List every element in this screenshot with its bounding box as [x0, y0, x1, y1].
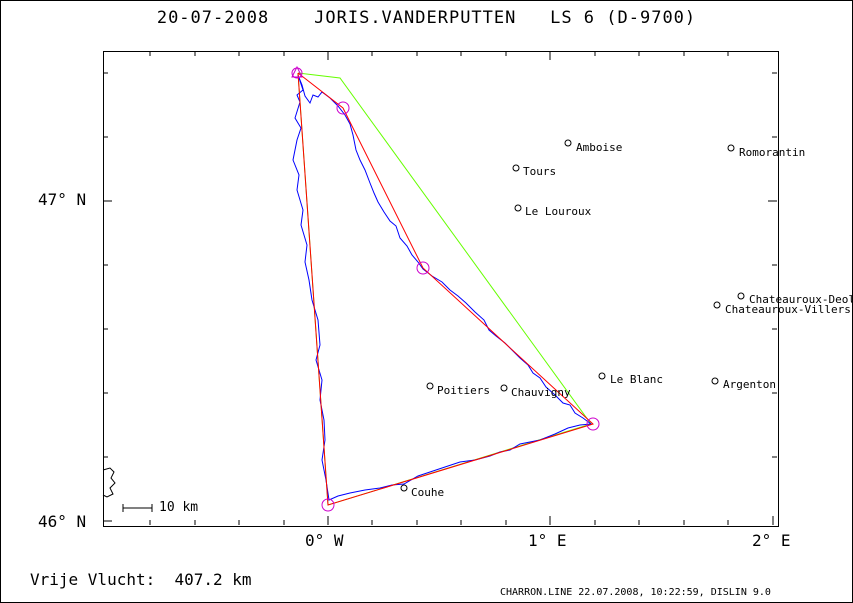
town-label: Le Blanc [610, 373, 663, 386]
turnpoint-marker [416, 261, 430, 275]
map-title: 20-07-2008 JORIS.VANDERPUTTEN LS 6 (D-97… [0, 8, 853, 28]
map-plot-area [103, 51, 779, 527]
flight-track [292, 74, 593, 501]
scale-bar-label: 10 km [159, 500, 199, 515]
turnpoint-marker [336, 101, 350, 115]
town-label: Chauvigny [511, 386, 571, 399]
pilot-name: JORIS.VANDERPUTTEN [314, 8, 517, 28]
footer-info: CHARRON.LINE 22.07.2008, 10:22:59, DISLI… [500, 587, 771, 598]
town-label: Le Louroux [525, 205, 592, 218]
y-tick-label: 46° N [38, 512, 87, 531]
optimized-route [297, 72, 592, 506]
start-triangle-icon [291, 65, 303, 78]
x-tick-label: 0° W [305, 531, 344, 550]
town-label: Argenton [723, 378, 776, 391]
x-tick-label: 1° E [528, 531, 567, 550]
turnpoint-marker [586, 417, 600, 431]
flight-date: 20-07-2008 [156, 8, 270, 28]
town-marker [514, 204, 522, 212]
axis-ticks [103, 51, 777, 525]
town-marker [426, 382, 434, 390]
town-marker [564, 139, 572, 147]
turnpoint-markers [291, 65, 600, 512]
scale-bar [122, 504, 153, 512]
town-label: Romorantin [739, 146, 806, 159]
town-marker [400, 484, 408, 492]
task-route [297, 72, 594, 506]
town-label: Couhe [411, 486, 445, 499]
town-marker [713, 301, 721, 309]
town-marker [727, 144, 735, 152]
turnpoint-marker [291, 67, 303, 79]
flight-distance: Vrije Vlucht: 407.2 km [30, 570, 252, 589]
town-markers [400, 139, 745, 492]
x-tick-label: 2° E [752, 531, 791, 550]
y-tick-label: 47° N [38, 190, 87, 209]
turnpoint-marker [321, 498, 335, 512]
town-marker [512, 164, 520, 172]
town-label: Chateauroux-Villers [725, 303, 851, 316]
town-marker [598, 372, 606, 380]
town-label: Chateauroux-Deols [749, 293, 853, 306]
town-marker [711, 377, 719, 385]
glider-id: LS 6 (D-9700) [550, 8, 697, 28]
coastline [102, 467, 116, 498]
town-label: Poitiers [437, 384, 490, 397]
town-label: Tours [523, 165, 557, 178]
town-label: Amboise [576, 141, 623, 154]
town-marker [500, 384, 508, 392]
town-marker [737, 292, 745, 300]
